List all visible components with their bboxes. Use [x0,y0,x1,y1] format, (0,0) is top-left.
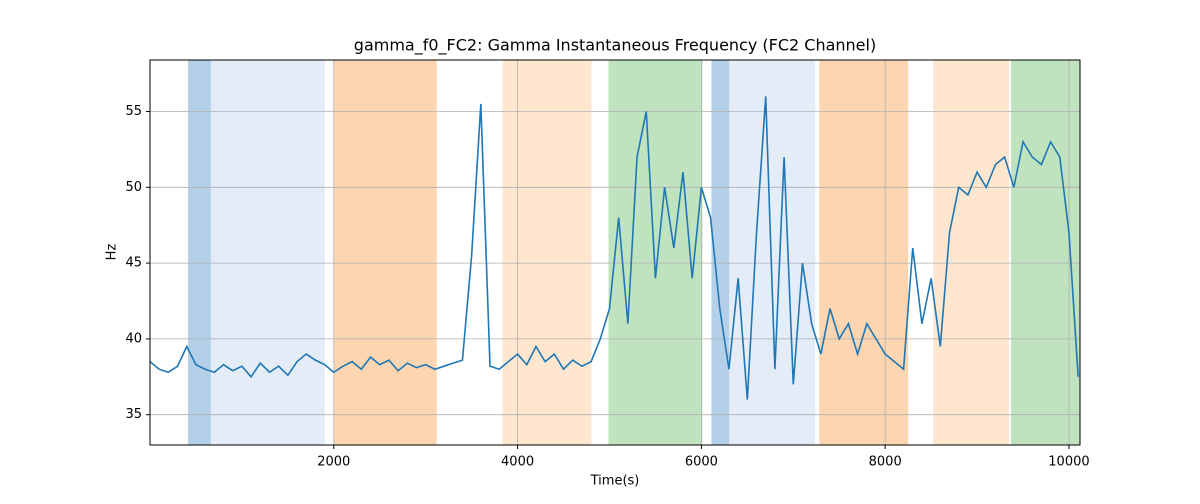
y-axis-label: Hz [105,244,120,261]
shaded-span [210,60,325,445]
shaded-span [502,60,592,445]
shaded-span [729,60,816,445]
shaded-span [819,60,909,445]
shaded-span [933,60,1010,445]
shaded-span [333,60,437,445]
chart-title: gamma_f0_FC2: Gamma Instantaneous Freque… [354,36,876,56]
y-tick-label: 55 [125,104,142,119]
y-tick-label: 50 [125,180,142,195]
shaded-span [608,60,703,445]
axes-frame [149,59,1081,446]
y-tick-label: 45 [125,256,142,271]
x-tick-label: 2000 [317,455,350,470]
y-tick-label: 40 [125,331,142,346]
plot-area [150,60,1080,445]
shaded-span [711,60,730,445]
x-tick-label: 8000 [869,455,902,470]
shaded-span [187,60,211,445]
shaded-span [1011,60,1080,445]
x-tick-label: 4000 [501,455,534,470]
y-tick-label: 35 [125,407,142,422]
x-axis-label: Time(s) [590,474,640,489]
x-tick-label: 10000 [1048,455,1089,470]
data-line [150,96,1079,400]
x-tick-label: 6000 [685,455,718,470]
